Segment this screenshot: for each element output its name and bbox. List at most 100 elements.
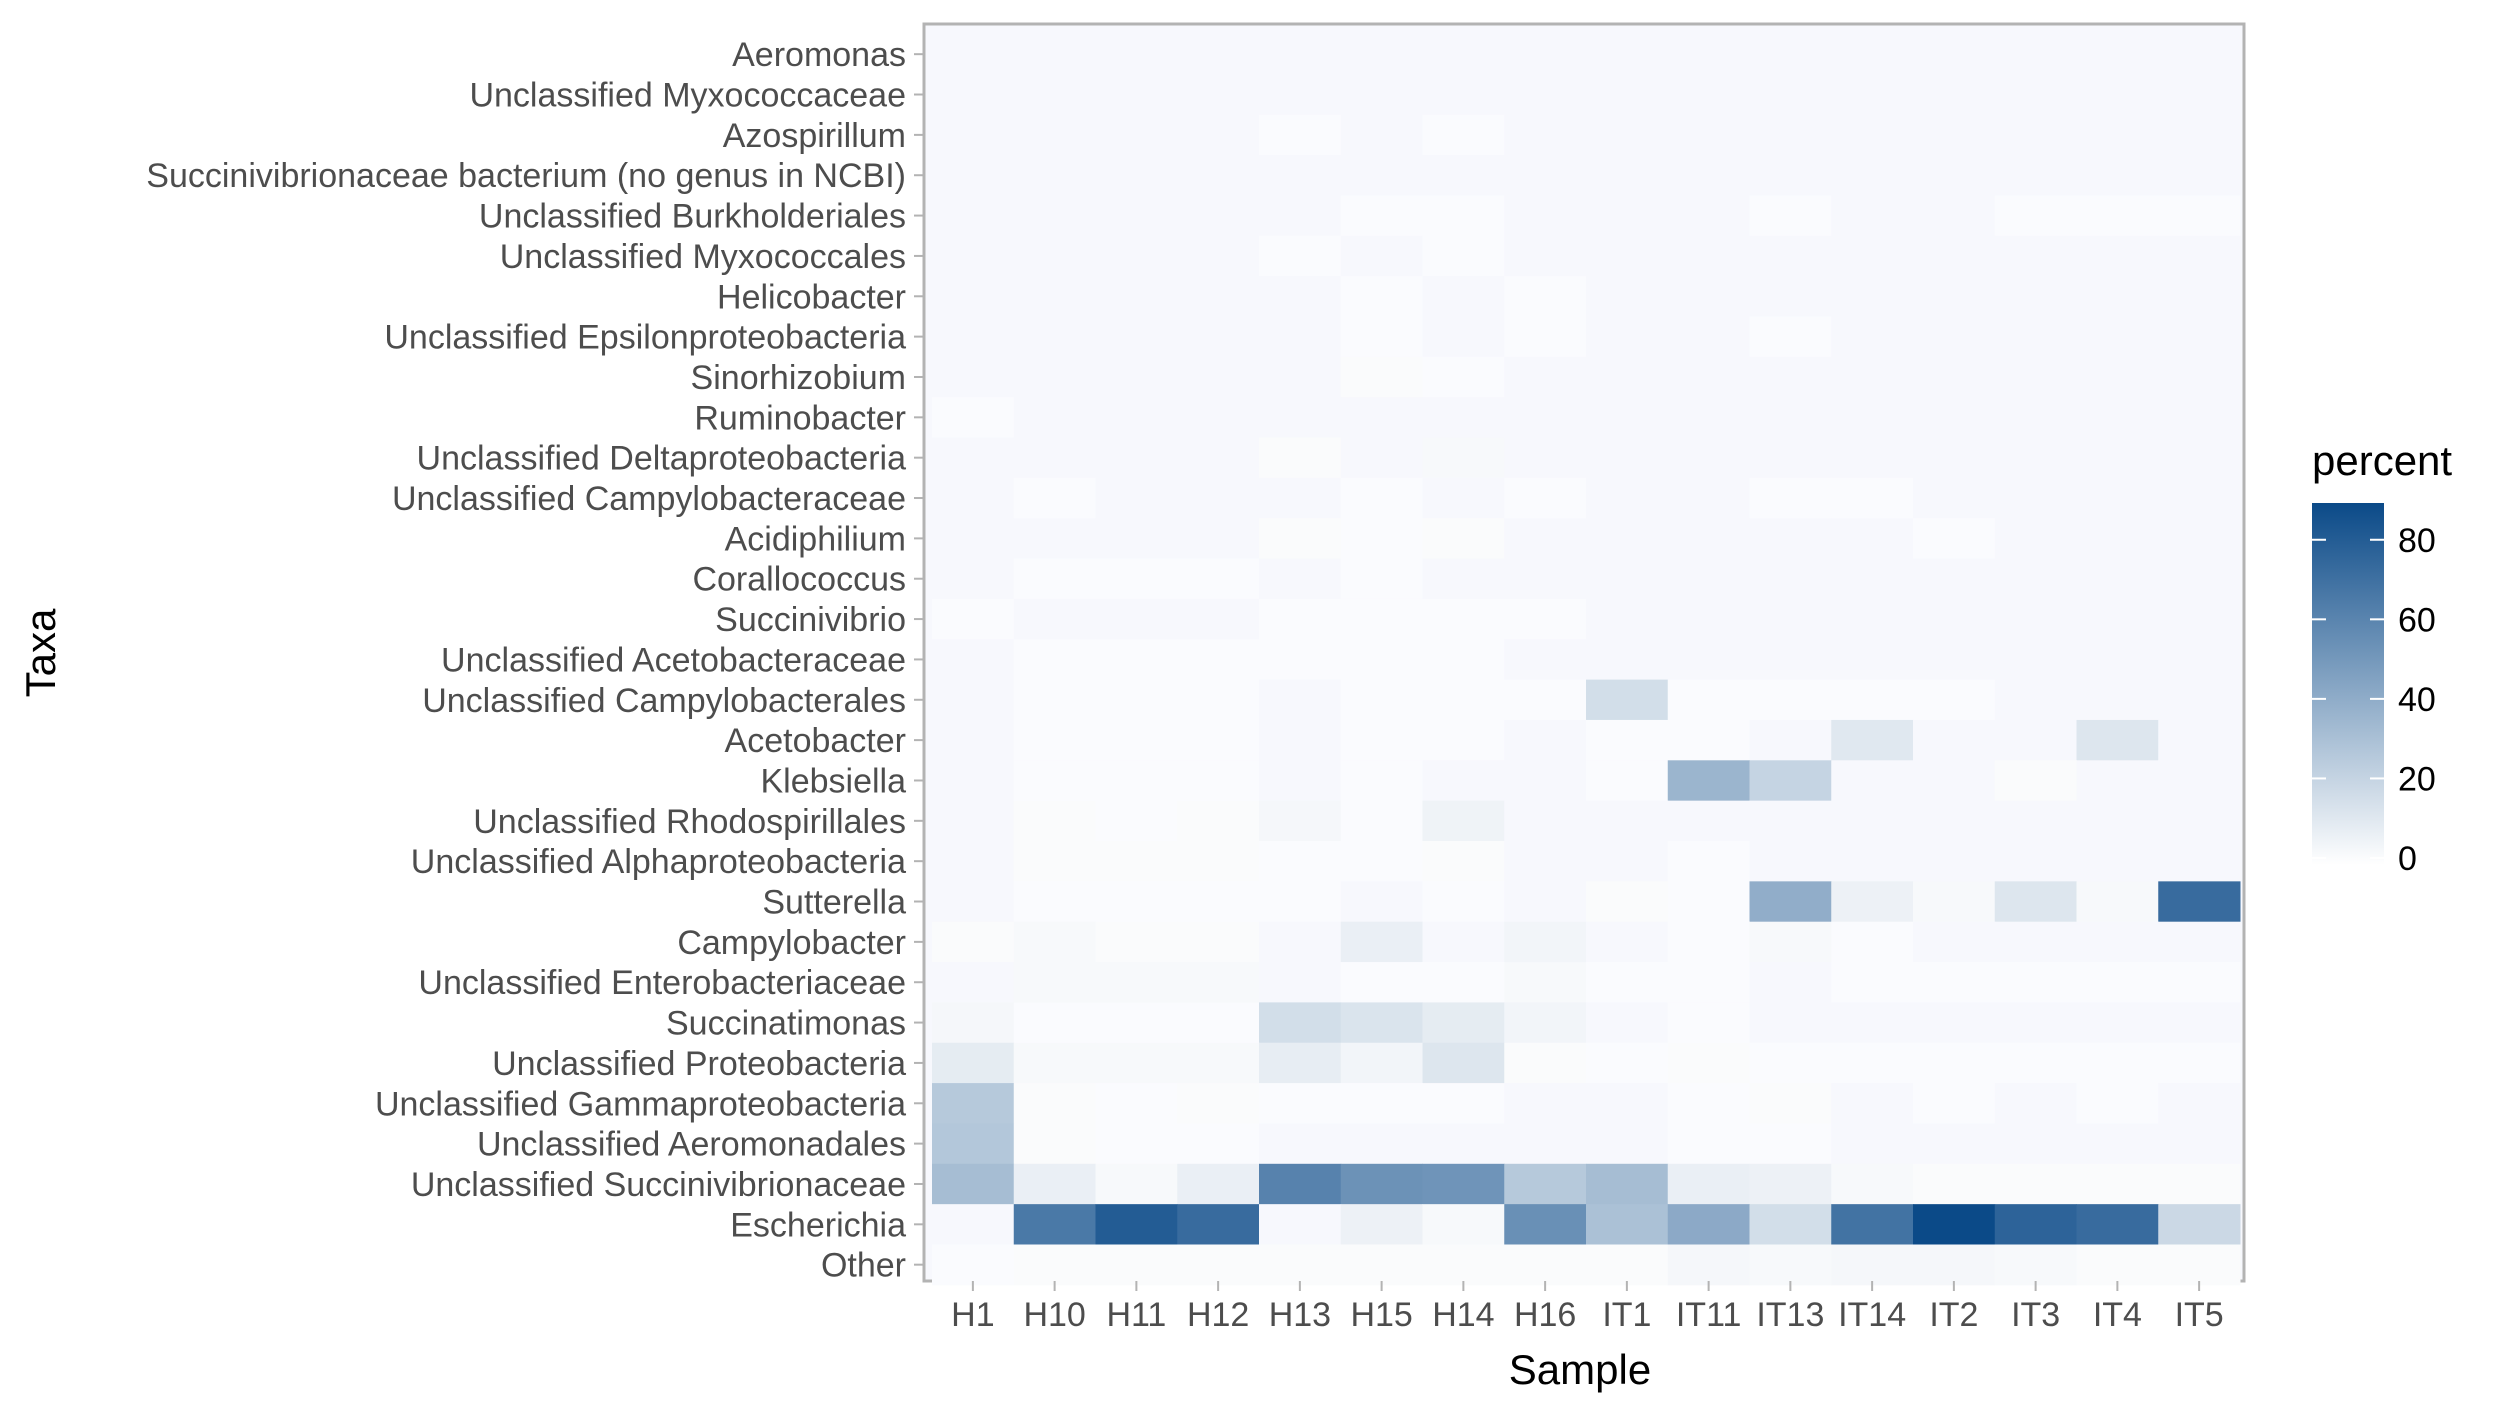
heatmap-cell [932,235,1015,277]
heatmap-cell [1831,558,1914,600]
heatmap-cell [1340,1042,1423,1084]
heatmap-cell [1994,598,2077,640]
heatmap-cell [1177,34,1260,75]
legend-title: percent [2312,437,2452,484]
heatmap-cell [1913,962,1996,1003]
heatmap-cell [1259,518,1342,560]
heatmap-cell [932,800,1015,842]
heatmap-cell [932,34,1015,75]
heatmap-cell [1831,397,1914,438]
heatmap-cell [932,1163,1015,1205]
heatmap-cell [1422,1002,1505,1044]
heatmap-cell [1504,1083,1587,1124]
heatmap-cell [932,74,1015,116]
heatmap-cell [1749,679,1832,721]
heatmap-cell [1749,1163,1832,1205]
heatmap-cell [1259,639,1342,681]
heatmap-cell [1340,195,1423,237]
heatmap-cell [1994,881,2077,923]
heatmap-cell [2076,155,2159,196]
heatmap-cell [1177,276,1260,317]
y-tick-label: Unclassified Campylobacteraceae [392,480,906,518]
heatmap-cell [1095,921,1178,963]
heatmap-cell [1259,195,1342,237]
heatmap-cell [1340,276,1423,317]
heatmap-cell [1013,34,1096,75]
heatmap-cell [1831,235,1914,277]
heatmap-cell [1667,155,1750,196]
heatmap-cell [1422,74,1505,116]
heatmap-cell [1586,719,1669,761]
heatmap-cell [1504,235,1587,277]
heatmap-cell [1259,155,1342,196]
heatmap-cell [1177,518,1260,560]
heatmap-cell [932,276,1015,317]
heatmap-cell [1913,518,1996,560]
heatmap-cell [1913,235,1996,277]
heatmap-cell [1095,114,1178,156]
y-tick-label: Unclassified Aeromonadales [477,1126,906,1164]
heatmap-cell [1586,235,1669,277]
y-tick-label: Unclassified Acetobacteraceae [441,641,906,679]
heatmap-cell [1013,397,1096,438]
y-tick-label: Unclassified Enterobacteriaceae [418,964,906,1002]
heatmap-cell [932,719,1015,761]
heatmap-cell [1259,558,1342,600]
heatmap-cell [1831,34,1914,75]
heatmap-cell [1095,1002,1178,1044]
heatmap-cell [1994,34,2077,75]
heatmap-cell [1340,1244,1423,1286]
heatmap-cell [1586,1042,1669,1084]
x-tick-label: IT5 [2175,1296,2224,1334]
heatmap-cell [1994,841,2077,882]
heatmap-cell [2158,800,2241,842]
heatmap-cell [1422,1163,1505,1205]
heatmap-cell [932,195,1015,237]
y-tick-label: Succinivibrionaceae bacterium (no genus … [146,157,906,195]
heatmap-cell [1340,316,1423,358]
heatmap-cell [1340,155,1423,196]
heatmap-cell [1177,397,1260,438]
heatmap-cell [1177,719,1260,761]
heatmap-cell [1504,1244,1587,1286]
heatmap-cell [2158,114,2241,156]
heatmap-cell [1667,235,1750,277]
heatmap-cell [1913,114,1996,156]
heatmap-cell [2076,558,2159,600]
heatmap-cell [1340,114,1423,156]
heatmap-cell [1504,881,1587,923]
heatmap-cell [1422,276,1505,317]
heatmap-cell [1095,316,1178,358]
heatmap-cell [1340,437,1423,479]
heatmap-cell [1667,639,1750,681]
heatmap-cell [1994,235,2077,277]
heatmap-cell [1340,800,1423,842]
heatmap-cell [1259,679,1342,721]
heatmap-cell [1586,195,1669,237]
heatmap-cell [1913,1083,1996,1124]
y-tick-label: Unclassified Succinivibrionaceae [411,1166,906,1204]
heatmap-cell [1259,1002,1342,1044]
heatmap-cell [1913,558,1996,600]
heatmap-cell [1095,962,1178,1003]
heatmap-cell [1340,74,1423,116]
heatmap-cell [1586,921,1669,963]
heatmap-cell [2076,921,2159,963]
heatmap-cell [1586,356,1669,398]
y-tick-label: Campylobacter [677,924,906,962]
heatmap-cell [1667,477,1750,519]
heatmap-cell [1259,114,1342,156]
heatmap-cell [1994,356,2077,398]
heatmap-cell [1831,114,1914,156]
heatmap-cell [1913,800,1996,842]
heatmap-cell [932,518,1015,560]
heatmap-cell [1013,760,1096,802]
heatmap-cell [1749,235,1832,277]
heatmap-cell [2158,1042,2241,1084]
heatmap-cell [1422,1042,1505,1084]
heatmap-cell [1913,397,1996,438]
heatmap-cell [1259,1163,1342,1205]
heatmap-cell [1422,316,1505,358]
heatmap-cell [2076,1244,2159,1286]
